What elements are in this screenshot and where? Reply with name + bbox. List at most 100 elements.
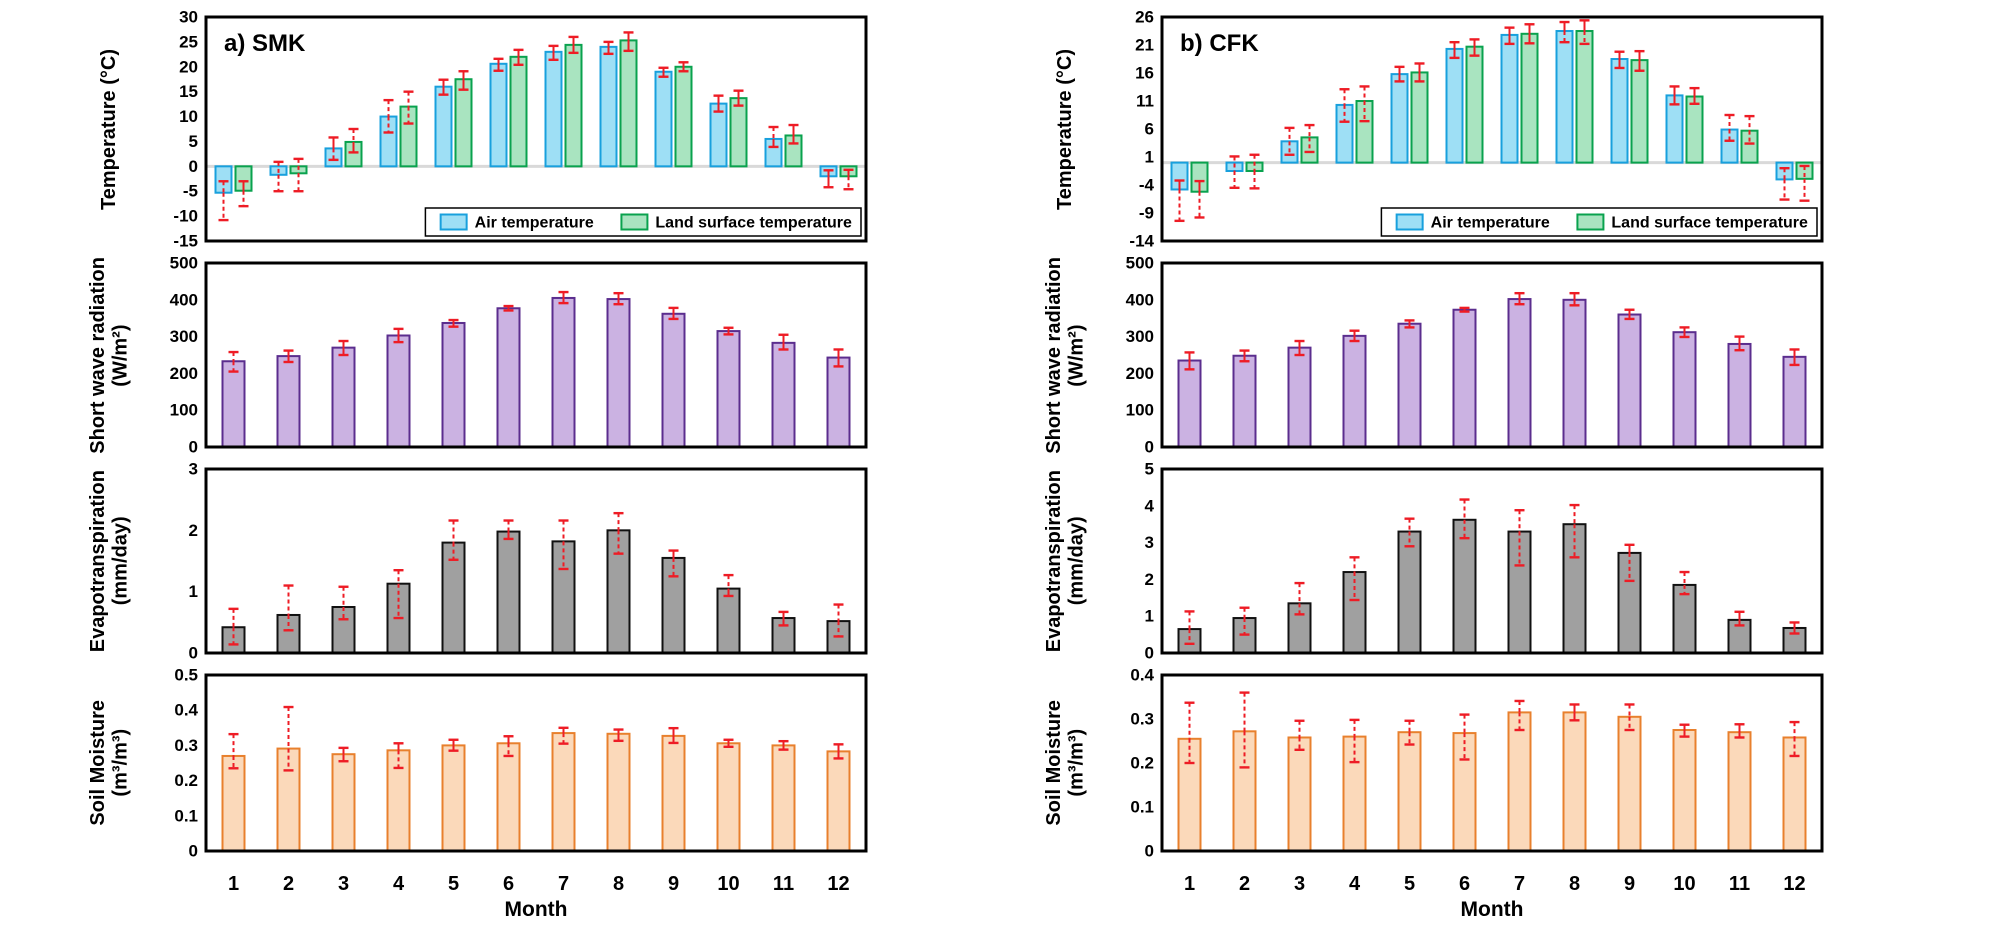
svg-text:0.1: 0.1	[174, 806, 198, 825]
svg-text:1: 1	[1184, 873, 1195, 895]
smk-evapotranspiration-row: Evapotranspiration (mm/day) 3 2 1 0	[70, 462, 876, 660]
svg-text:8: 8	[1569, 873, 1580, 895]
svg-text:5: 5	[1404, 873, 1415, 895]
cfk-month-axis-row: 1 2 3 4 5 6 7 8 9 10 11 12 Month	[1026, 866, 1832, 924]
cfk-soil-moisture-ylabel: Soil Moisture (m³/m³)	[1042, 700, 1087, 826]
cfk-soil-moisture-chart: 0.4 0.3 0.2 0.1 0	[1130, 668, 1824, 859]
svg-text:0.5: 0.5	[174, 668, 198, 685]
svg-text:15: 15	[179, 82, 198, 101]
svg-text:1: 1	[189, 582, 198, 601]
svg-text:0.4: 0.4	[174, 701, 198, 720]
cfk-evapotranspiration-chart: 5 4 3 2 1 0	[1145, 462, 1824, 661]
svg-text:11: 11	[1729, 873, 1750, 895]
smk-radiation-chart: 500 400 300 200 100 0	[170, 256, 868, 454]
svg-text:Air temperature: Air temperature	[475, 215, 594, 232]
smk-evapotranspiration-ylabel: Evapotranspiration (mm/day)	[86, 469, 131, 653]
cfk-evapotranspiration-ylabel: Evapotranspiration (mm/day)	[1042, 469, 1087, 653]
svg-text:a) SMK: a) SMK	[224, 30, 306, 57]
svg-text:0: 0	[1145, 842, 1154, 859]
svg-text:7: 7	[558, 873, 569, 895]
smk-soil-moisture-row: Soil Moisture (m³/m³) 0.5 0.4 0.3 0.2 0.1 0	[70, 668, 876, 858]
smk-temperature-ylabel: Temperature (°C)	[97, 48, 120, 210]
smk-soil-moisture-chart: 0.5 0.4 0.3 0.2 0.1 0	[174, 668, 868, 858]
svg-text:3: 3	[1294, 873, 1305, 895]
cfk-temperature-ylabel: Temperature (°C)	[1053, 48, 1076, 210]
svg-text:3: 3	[338, 873, 349, 895]
svg-text:12: 12	[827, 873, 849, 895]
svg-text:1: 1	[1145, 148, 1154, 167]
svg-text:4: 4	[1349, 873, 1361, 895]
panel-cfk: Temperature (°C) 26 21 16 11 6 1 -4 -9 -14 b) CFK A…	[1026, 10, 1832, 924]
svg-text:0.3: 0.3	[174, 736, 198, 755]
svg-text:5: 5	[189, 132, 198, 151]
svg-text:0.4: 0.4	[1130, 668, 1154, 685]
svg-text:2: 2	[189, 521, 198, 540]
svg-text:0.2: 0.2	[174, 771, 198, 790]
svg-text:300: 300	[1126, 327, 1154, 346]
cfk-radiation-ylabel: Short wave radiation (W/m²)	[1042, 256, 1087, 454]
svg-text:500: 500	[1126, 256, 1154, 273]
svg-text:0.2: 0.2	[1130, 754, 1154, 773]
svg-text:Air temperature: Air temperature	[1431, 215, 1550, 232]
svg-text:6: 6	[1145, 120, 1154, 139]
svg-text:30: 30	[179, 10, 198, 27]
svg-text:100: 100	[1126, 401, 1154, 420]
svg-text:5: 5	[1145, 462, 1154, 479]
cfk-radiation-chart: 500 400 300 200 100 0	[1126, 256, 1824, 455]
svg-text:3: 3	[189, 462, 198, 479]
smk-evapotranspiration-chart: 3 2 1 0	[189, 462, 868, 661]
svg-text:0.3: 0.3	[1130, 710, 1154, 729]
svg-text:Month: Month	[1461, 898, 1524, 921]
svg-text:-5: -5	[183, 182, 198, 201]
svg-text:-14: -14	[1129, 232, 1154, 249]
svg-text:12: 12	[1783, 873, 1805, 895]
svg-text:10: 10	[1673, 873, 1695, 895]
svg-text:4: 4	[1145, 496, 1155, 515]
svg-text:200: 200	[1126, 364, 1154, 383]
svg-text:Land surface temperature: Land surface temperature	[1611, 215, 1808, 232]
svg-text:300: 300	[170, 327, 198, 346]
svg-text:6: 6	[503, 873, 514, 895]
svg-text:1: 1	[1145, 607, 1154, 626]
svg-text:b) CFK: b) CFK	[1180, 30, 1259, 57]
svg-text:20: 20	[179, 57, 198, 76]
cfk-temperature-row: Temperature (°C) 26 21 16 11 6 1 -4 -9 -14 b) CFK A…	[1026, 10, 1832, 248]
smk-temperature-chart: 30 25 20 15 10 5 0 -5 -10 -15 a) SMK Air temperatur…	[173, 10, 868, 249]
smk-month-axis-row: 1 2 3 4 5 6 7 8 9 10 11 12 Month	[70, 866, 876, 924]
cfk-temperature-chart: 26 21 16 11 6 1 -4 -9 -14 b) CFK Air temperature La…	[1129, 10, 1824, 249]
svg-text:25: 25	[179, 32, 198, 51]
svg-text:0: 0	[1145, 438, 1154, 455]
svg-text:-4: -4	[1139, 176, 1155, 195]
cfk-radiation-row: Short wave radiation (W/m²) 500 400 300 200 10…	[1026, 256, 1832, 454]
cfk-soil-moisture-row: Soil Moisture (m³/m³) 0.4 0.3 0.2 0.1 0	[1026, 668, 1832, 858]
smk-chart-stack: Temperature (°C) 30 25 20 15 10 5 0 -5 -10 -15 a) S…	[70, 10, 876, 924]
svg-text:10: 10	[717, 873, 739, 895]
svg-text:16: 16	[1135, 64, 1154, 83]
smk-radiation-ylabel: Short wave radiation (W/m²)	[86, 256, 131, 454]
svg-text:0: 0	[189, 157, 198, 176]
smk-soil-moisture-ylabel: Soil Moisture (m³/m³)	[86, 700, 131, 826]
svg-text:0: 0	[189, 644, 198, 661]
svg-text:400: 400	[170, 290, 198, 309]
svg-text:3: 3	[1145, 533, 1154, 552]
svg-text:1: 1	[228, 873, 239, 895]
svg-text:11: 11	[773, 873, 794, 895]
svg-text:500: 500	[170, 256, 198, 273]
svg-text:10: 10	[179, 107, 198, 126]
svg-text:26: 26	[1135, 10, 1154, 27]
svg-text:9: 9	[1624, 873, 1635, 895]
svg-text:11: 11	[1136, 92, 1154, 111]
svg-text:5: 5	[448, 873, 459, 895]
svg-text:-15: -15	[173, 232, 198, 249]
svg-text:-10: -10	[173, 207, 198, 226]
svg-text:8: 8	[613, 873, 624, 895]
svg-text:0: 0	[1145, 644, 1154, 661]
svg-text:-9: -9	[1139, 204, 1154, 223]
svg-text:Month: Month	[505, 898, 568, 921]
svg-text:Land surface temperature: Land surface temperature	[655, 215, 852, 232]
panel-smk: Temperature (°C) 30 25 20 15 10 5 0 -5 -10 -15 a) S…	[70, 10, 876, 924]
svg-text:6: 6	[1459, 873, 1470, 895]
cfk-chart-stack: Temperature (°C) 26 21 16 11 6 1 -4 -9 -14 b) CFK A…	[1026, 10, 1832, 924]
